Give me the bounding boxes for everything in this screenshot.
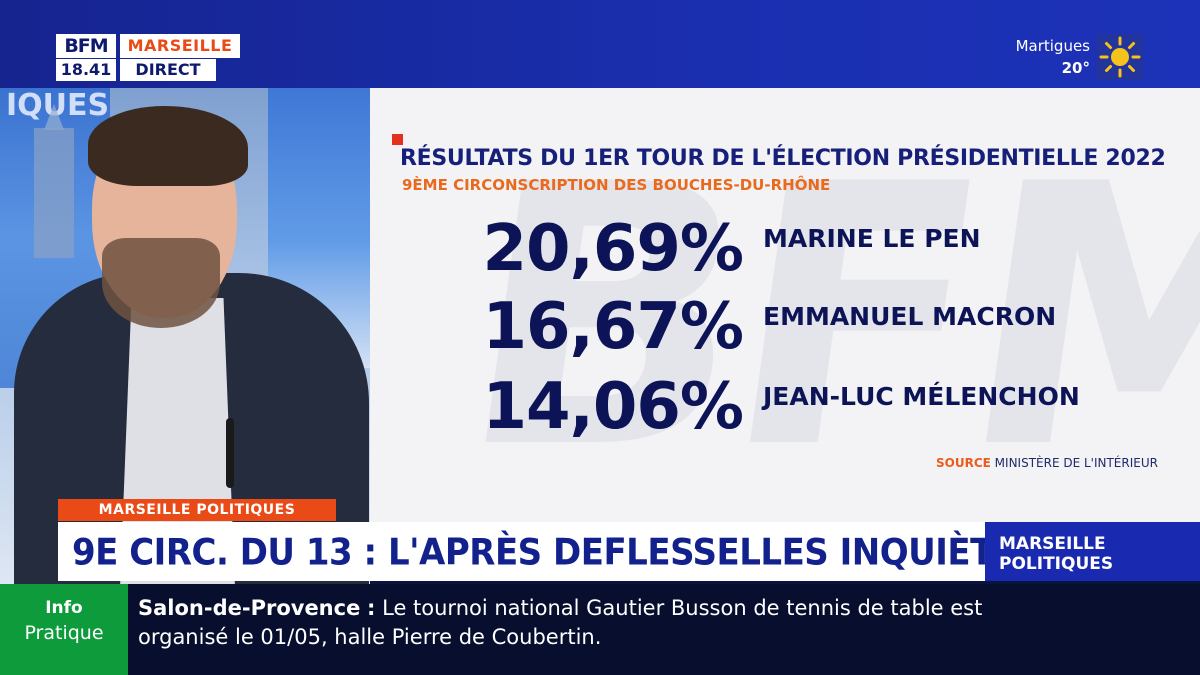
program-logo: MARSEILLE POLITIQUES (985, 522, 1200, 581)
live-badge: DIRECT (120, 59, 216, 81)
presenter-beard (102, 238, 220, 328)
info-label: Info (45, 598, 83, 618)
microphone (226, 418, 234, 488)
bell-tower (34, 128, 74, 258)
city-label: MARSEILLE (120, 34, 240, 58)
ticker-text: Salon-de-Provence : Le tournoi national … (138, 594, 998, 652)
program-logo-line2: POLITIQUES (999, 554, 1114, 574)
source-credit: SOURCE MINISTÈRE DE L'INTÉRIEUR (936, 456, 1158, 470)
result-candidate: MARINE LE PEN (763, 224, 981, 253)
headline-bar (58, 522, 985, 581)
presenter-hair (88, 106, 248, 186)
results-title: RÉSULTATS DU 1ER TOUR DE L'ÉLECTION PRÉS… (400, 146, 1166, 171)
weather-box (1097, 34, 1143, 80)
program-tag: MARSEILLE POLITIQUES (58, 499, 336, 521)
result-percent: 16,67% (482, 290, 744, 364)
weather-city: Martigues (1015, 37, 1090, 55)
result-candidate: EMMANUEL MACRON (763, 302, 1057, 331)
result-percent: 14,06% (482, 370, 744, 444)
ticker-place: Salon-de-Provence (138, 596, 361, 620)
title-marker (392, 134, 403, 145)
pratique-label: Pratique (24, 622, 104, 644)
results-panel: BFM (370, 88, 1200, 527)
ticker-message: Le tournoi national Gautier Busson de te… (138, 596, 983, 649)
weather-temperature: 20° (1061, 59, 1090, 77)
channel-logo: BFM (56, 34, 116, 58)
headline: 9E CIRC. DU 13 : L'APRÈS DEFLESSELLES IN… (72, 531, 1016, 575)
result-candidate: JEAN-LUC MÉLENCHON (763, 382, 1080, 411)
results-subtitle: 9ÈME CIRCONSCRIPTION DES BOUCHES-DU-RHÔN… (402, 176, 831, 194)
source-value: MINISTÈRE DE L'INTÉRIEUR (994, 456, 1158, 470)
sun-icon (1099, 36, 1141, 78)
ticker-separator: : (367, 596, 376, 620)
source-label: SOURCE (936, 456, 991, 470)
info-pratique-badge: Info Pratique (0, 584, 128, 675)
program-logo-line1: MARSEILLE (999, 534, 1106, 554)
ticker-bar (128, 584, 1200, 675)
clock: 18.41 (56, 59, 116, 81)
result-percent: 20,69% (482, 212, 744, 286)
